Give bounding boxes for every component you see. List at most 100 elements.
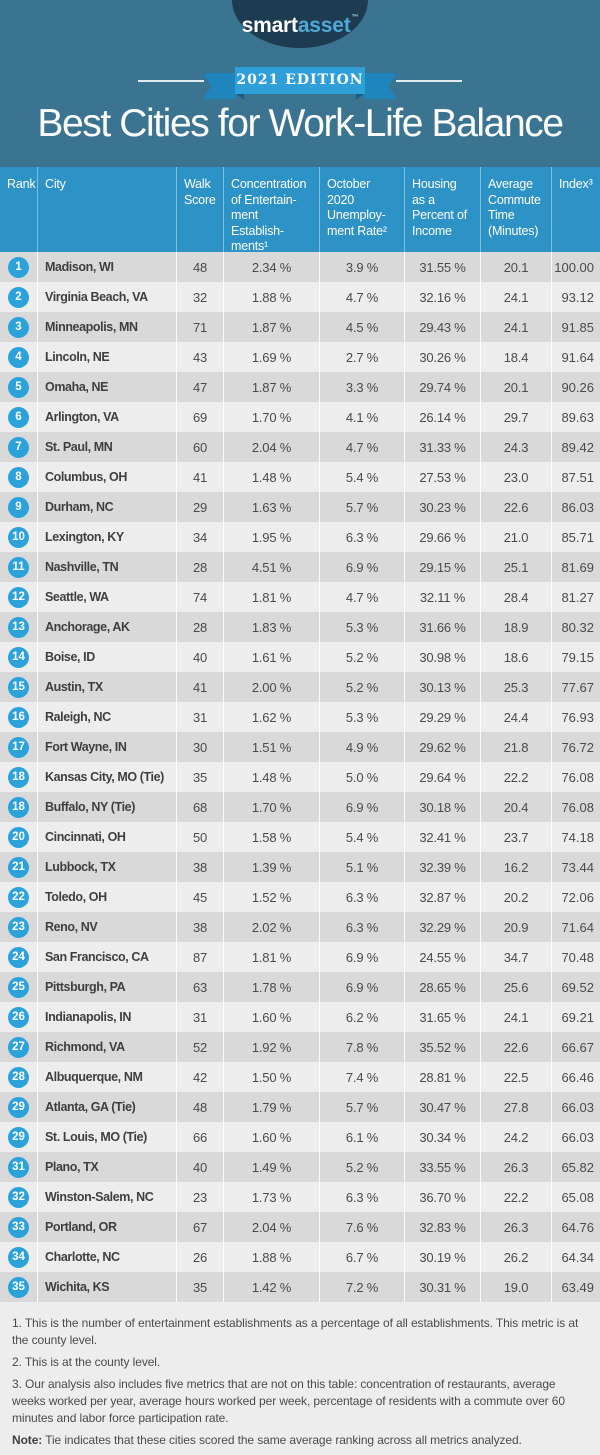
index-value: 76.08 xyxy=(551,762,600,792)
entertainment-value: 1.49 % xyxy=(223,1152,319,1182)
index-value: 64.34 xyxy=(551,1242,600,1272)
commute-value: 20.9 xyxy=(480,912,551,942)
walk-score-value: 28 xyxy=(176,552,223,582)
commute-value: 21.0 xyxy=(480,522,551,552)
housing-value: 31.66 % xyxy=(404,612,480,642)
table-row: 8 Columbus, OH 41 1.48 % 5.4 % 27.53 % 2… xyxy=(0,462,600,492)
walk-score-value: 52 xyxy=(176,1032,223,1062)
housing-value: 35.52 % xyxy=(404,1032,480,1062)
city-name: Wichita, KS xyxy=(37,1272,176,1302)
table-row: 6 Arlington, VA 69 1.70 % 4.1 % 26.14 % … xyxy=(0,402,600,432)
unemployment-value: 6.3 % xyxy=(319,522,404,552)
rank-cell: 13 xyxy=(0,612,37,642)
rank-cell: 12 xyxy=(0,582,37,612)
rank-cell: 32 xyxy=(0,1182,37,1212)
footnote-3: 3. Our analysis also includes five metri… xyxy=(12,1377,565,1425)
table-row: 16 Raleigh, NC 31 1.62 % 5.3 % 29.29 % 2… xyxy=(0,702,600,732)
commute-value: 24.1 xyxy=(480,1002,551,1032)
entertainment-value: 1.52 % xyxy=(223,882,319,912)
walk-score-value: 35 xyxy=(176,1272,223,1302)
entertainment-value: 2.34 % xyxy=(223,252,319,282)
column-header-city: City xyxy=(37,167,176,255)
housing-value: 29.29 % xyxy=(404,702,480,732)
commute-value: 20.1 xyxy=(480,372,551,402)
rank-badge: 35 xyxy=(8,1276,29,1298)
entertainment-value: 1.48 % xyxy=(223,462,319,492)
city-name: Seattle, WA xyxy=(37,582,176,612)
rank-cell: 5 xyxy=(0,372,37,402)
city-name: Buffalo, NY (Tie) xyxy=(37,792,176,822)
walk-score-value: 32 xyxy=(176,282,223,312)
housing-value: 32.41 % xyxy=(404,822,480,852)
commute-value: 26.2 xyxy=(480,1242,551,1272)
entertainment-value: 1.83 % xyxy=(223,612,319,642)
entertainment-value: 2.04 % xyxy=(223,1212,319,1242)
rank-cell: 3 xyxy=(0,312,37,342)
hero-header: smartasset™ 2021 EDITION Best Cities for… xyxy=(0,0,600,167)
rank-cell: 16 xyxy=(0,702,37,732)
commute-value: 18.6 xyxy=(480,642,551,672)
index-value: 66.03 xyxy=(551,1122,600,1152)
rank-badge: 8 xyxy=(8,466,29,488)
unemployment-value: 5.2 % xyxy=(319,672,404,702)
rank-badge: 11 xyxy=(8,556,29,578)
unemployment-value: 3.9 % xyxy=(319,252,404,282)
city-name: Columbus, OH xyxy=(37,462,176,492)
table-header-row: Rank City Walk Score Concentration of En… xyxy=(0,167,600,255)
rank-cell: 27 xyxy=(0,1032,37,1062)
index-value: 76.08 xyxy=(551,792,600,822)
walk-score-value: 43 xyxy=(176,342,223,372)
housing-value: 32.87 % xyxy=(404,882,480,912)
unemployment-value: 6.9 % xyxy=(319,942,404,972)
city-name: Atlanta, GA (Tie) xyxy=(37,1092,176,1122)
city-name: Winston-Salem, NC xyxy=(37,1182,176,1212)
rank-badge: 33 xyxy=(8,1216,29,1238)
entertainment-value: 1.62 % xyxy=(223,702,319,732)
walk-score-value: 34 xyxy=(176,522,223,552)
housing-value: 27.53 % xyxy=(404,462,480,492)
walk-score-value: 69 xyxy=(176,402,223,432)
index-value: 66.67 xyxy=(551,1032,600,1062)
ribbon-fold-left xyxy=(235,93,244,100)
rank-cell: 18 xyxy=(0,792,37,822)
rank-badge: 34 xyxy=(8,1246,29,1268)
city-name: Virginia Beach, VA xyxy=(37,282,176,312)
table-row: 17 Fort Wayne, IN 30 1.51 % 4.9 % 29.62 … xyxy=(0,732,600,762)
city-name: Minneapolis, MN xyxy=(37,312,176,342)
walk-score-value: 48 xyxy=(176,252,223,282)
rank-cell: 35 xyxy=(0,1272,37,1302)
unemployment-value: 4.7 % xyxy=(319,432,404,462)
logo-smart: smart xyxy=(241,14,298,37)
commute-value: 22.6 xyxy=(480,492,551,522)
entertainment-value: 1.95 % xyxy=(223,522,319,552)
rank-cell: 15 xyxy=(0,672,37,702)
entertainment-value: 1.81 % xyxy=(223,582,319,612)
unemployment-value: 5.4 % xyxy=(319,822,404,852)
index-value: 72.06 xyxy=(551,882,600,912)
rank-badge: 2 xyxy=(8,286,29,308)
housing-value: 29.43 % xyxy=(404,312,480,342)
commute-value: 24.3 xyxy=(480,432,551,462)
housing-value: 29.74 % xyxy=(404,372,480,402)
ribbon-tail-right xyxy=(364,73,397,99)
rank-badge: 10 xyxy=(8,526,29,548)
unemployment-value: 7.8 % xyxy=(319,1032,404,1062)
walk-score-value: 67 xyxy=(176,1212,223,1242)
unemployment-value: 3.3 % xyxy=(319,372,404,402)
walk-score-value: 66 xyxy=(176,1122,223,1152)
unemployment-value: 7.6 % xyxy=(319,1212,404,1242)
table-row: 18 Kansas City, MO (Tie) 35 1.48 % 5.0 %… xyxy=(0,762,600,792)
entertainment-value: 1.42 % xyxy=(223,1272,319,1302)
city-name: Durham, NC xyxy=(37,492,176,522)
rank-cell: 7 xyxy=(0,432,37,462)
index-value: 71.64 xyxy=(551,912,600,942)
walk-score-value: 35 xyxy=(176,762,223,792)
table-row: 11 Nashville, TN 28 4.51 % 6.9 % 29.15 %… xyxy=(0,552,600,582)
column-header-rank: Rank xyxy=(7,177,36,191)
footnote-tie-note: Note: Tie indicates that these cities sc… xyxy=(12,1432,588,1449)
city-name: San Francisco, CA xyxy=(37,942,176,972)
ribbon-tail-left xyxy=(203,73,236,99)
commute-value: 22.5 xyxy=(480,1062,551,1092)
column-header-index: Index³ xyxy=(551,167,600,255)
